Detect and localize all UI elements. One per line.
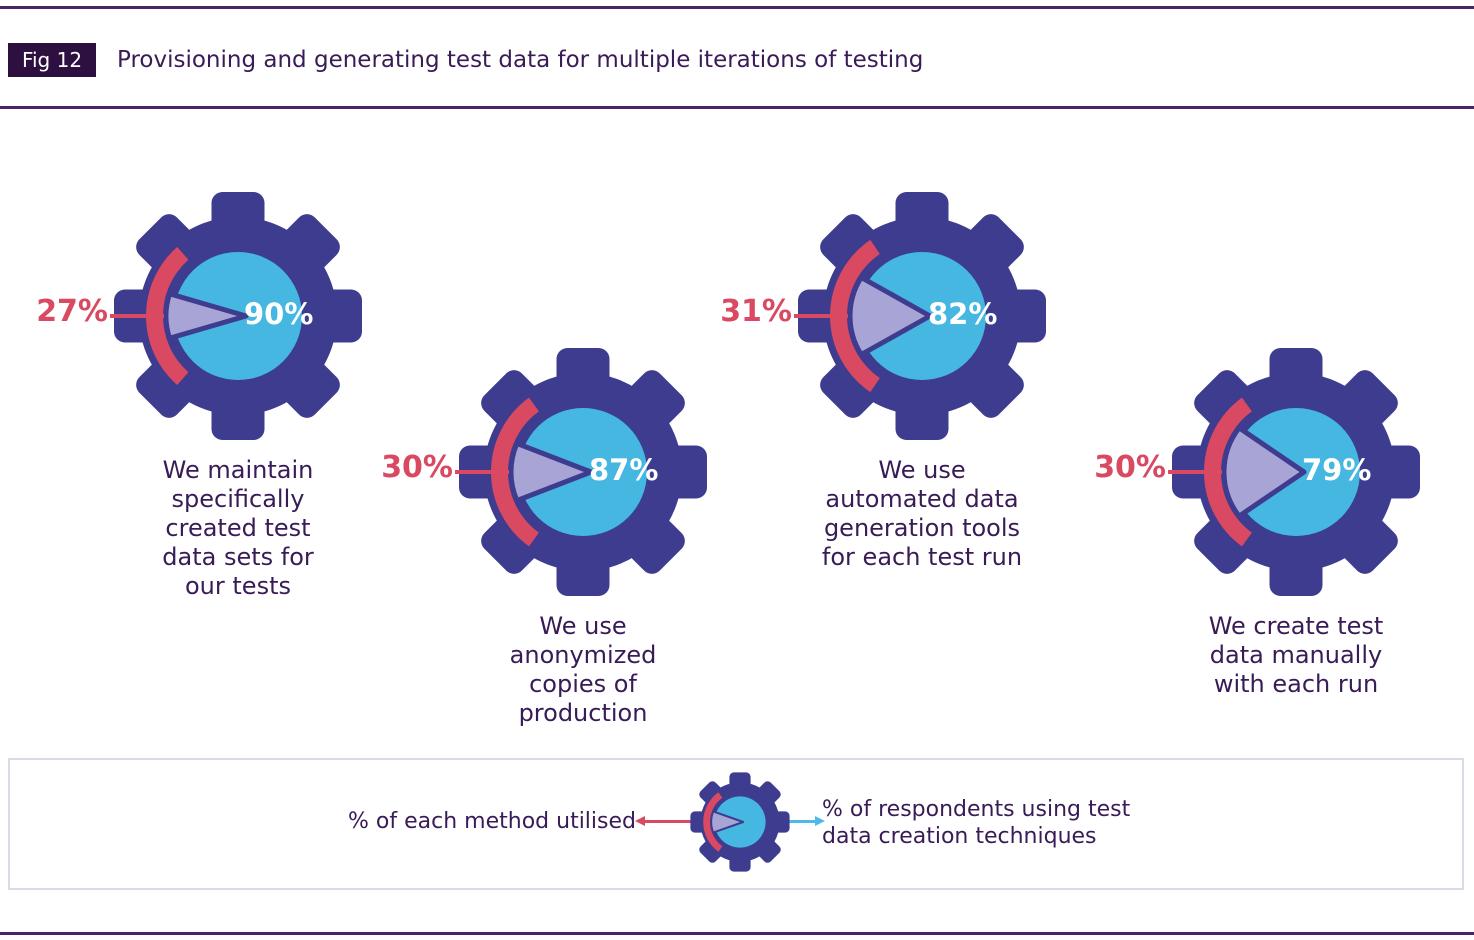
method-utilised-pct-label: 30% — [1094, 450, 1166, 485]
header-rule — [0, 106, 1474, 109]
figure-title: Provisioning and generating test data fo… — [117, 47, 924, 73]
pct-connector-line — [110, 314, 164, 318]
legend-red-arrow-icon — [635, 816, 704, 826]
gear-caption: We use automated data generation tools f… — [821, 456, 1023, 571]
gear-pie-icon-svg — [690, 772, 790, 872]
gear-caption: We maintain specifically created test da… — [162, 456, 314, 600]
pct-connector-line — [794, 314, 848, 318]
legend-blue-arrow-icon — [770, 816, 825, 826]
respondents-pct-label: 90% — [244, 297, 314, 331]
pct-connector-line — [1168, 470, 1222, 474]
bottom-rule — [0, 932, 1474, 935]
respondents-pct-label: 79% — [1302, 453, 1372, 487]
gear-icon — [459, 348, 707, 596]
top-rule — [0, 6, 1474, 9]
pct-connector-line — [455, 470, 509, 474]
method-utilised-pct-label: 30% — [381, 450, 453, 485]
gear-icon — [798, 192, 1046, 440]
gear-pie-icon — [688, 770, 792, 874]
method-utilised-pct-label: 31% — [720, 294, 792, 329]
gear-caption: We create test data manually with each r… — [1208, 612, 1384, 698]
legend-method-utilised-label: % of each method utilised — [348, 809, 636, 834]
respondents-pct-label: 87% — [589, 453, 659, 487]
gear-icon — [114, 192, 362, 440]
method-utilised-pct-label: 27% — [36, 294, 108, 329]
figure-badge: Fig 12 — [8, 43, 96, 77]
legend-respondents-label: % of respondents using test data creatio… — [822, 797, 1131, 849]
respondents-pct-label: 82% — [928, 297, 998, 331]
gear-icon — [1172, 348, 1420, 596]
gear-caption: We use anonymized copies of production — [509, 612, 657, 727]
